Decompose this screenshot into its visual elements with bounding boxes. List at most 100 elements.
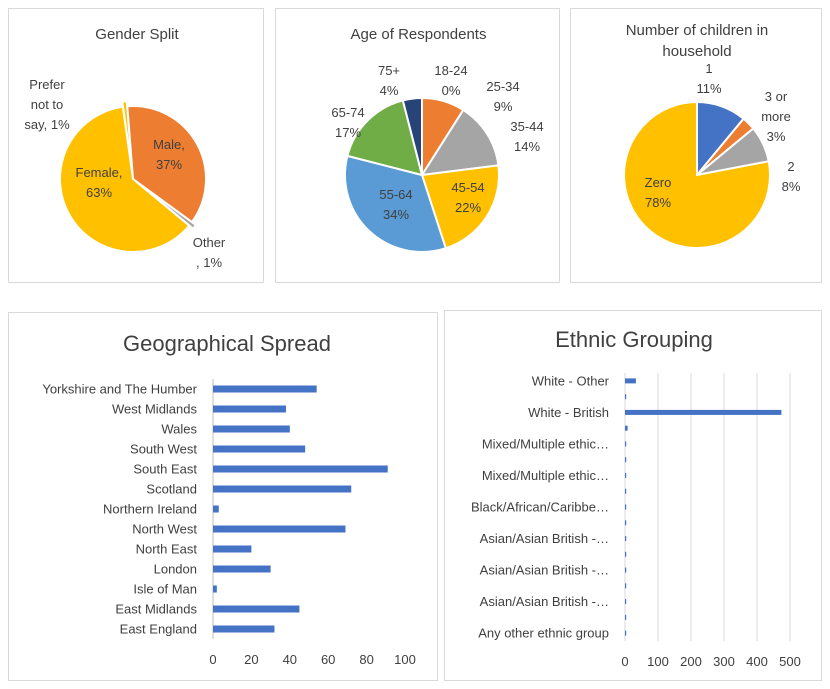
chart-title: Gender Split xyxy=(95,26,179,43)
pie-slice-zero xyxy=(623,100,771,249)
ethnic-panel: Ethnic Grouping White - Other White - Brit… xyxy=(444,310,822,681)
bar-row-2 xyxy=(625,409,782,415)
bar-row-13 xyxy=(625,583,627,589)
geo-chart: Geographical Spread Yorkshire and The Hum… xyxy=(42,331,416,667)
slice-label-65-74: 65-74 17% xyxy=(331,105,364,140)
bar-row-4 xyxy=(625,441,627,447)
bar-north-west xyxy=(213,525,346,533)
x-tick-200: 200 xyxy=(680,654,702,669)
pie-slice-55-64 xyxy=(344,154,448,253)
category-label-white-other-0: White - Other xyxy=(532,373,610,388)
bar-row-14 xyxy=(625,599,627,605)
geo-panel: Geographical Spread Yorkshire and The Hum… xyxy=(8,312,438,681)
bar-east-england xyxy=(213,625,275,633)
category-label-south-west: South West xyxy=(130,442,197,457)
x-tick-100: 100 xyxy=(394,652,416,667)
x-tick-0: 0 xyxy=(621,654,628,669)
slice-label-45-54: 45-54 22% xyxy=(451,180,484,215)
x-tick-100: 100 xyxy=(647,654,669,669)
bar-row-3 xyxy=(625,425,628,431)
slice-label-18-24: 18-24 0% xyxy=(434,63,467,98)
bar-south-west xyxy=(213,445,306,453)
x-tick-60: 60 xyxy=(321,652,335,667)
pie-slice-45-54 xyxy=(420,164,500,250)
bar-row-8 xyxy=(625,504,627,510)
bar-row-6 xyxy=(625,472,627,478)
children-panel: Number of children in household 1 11% 3 or mo… xyxy=(570,8,822,283)
category-label-black-african-caribbe-8: Black/African/Caribbe… xyxy=(471,500,609,515)
category-label-yorkshire-and-the-humber: Yorkshire and The Humber xyxy=(42,382,197,397)
category-label-scotland: Scotland xyxy=(146,482,197,497)
bar-london xyxy=(213,565,271,573)
bar-east-midlands xyxy=(213,605,300,613)
gender-split-chart: Gender Split Prefer not to say, 1% Male, 37% O… xyxy=(24,26,226,270)
bar-isle-of-man xyxy=(213,585,217,593)
category-label-mixed-multiple-ethic-6: Mixed/Multiple ethic… xyxy=(482,468,609,483)
category-label-white-british-2: White - British xyxy=(528,405,609,420)
category-label-northern-ireland: Northern Ireland xyxy=(103,502,197,517)
chart-title-line-2: household xyxy=(662,43,731,60)
slice-label-zero: Zero 78% xyxy=(645,175,672,210)
category-label-north-east: North East xyxy=(136,542,198,557)
chart-title: Geographical Spread xyxy=(123,331,331,356)
bar-row-10 xyxy=(625,536,627,542)
bar-northern-ireland xyxy=(213,505,219,513)
bar-row-7 xyxy=(625,488,627,494)
category-label-isle-of-man: Isle of Man xyxy=(133,582,197,597)
chart-title: Age of Respondents xyxy=(351,26,487,43)
x-tick-0: 0 xyxy=(209,652,216,667)
category-label-asian-asian-british-12: Asian/Asian British -… xyxy=(480,563,609,578)
age-panel: Age of Respondents 18-24 0% 25-34 9% 35-44 14%… xyxy=(275,8,560,283)
chart-title: Ethnic Grouping xyxy=(555,327,713,352)
category-label-west-midlands: West Midlands xyxy=(112,402,198,417)
category-label-asian-asian-british-14: Asian/Asian British -… xyxy=(480,594,609,609)
category-label-south-east: South East xyxy=(133,462,197,477)
bar-row-16 xyxy=(625,630,627,636)
gender-split-panel: Gender Split Prefer not to say, 1% Male, 37% O… xyxy=(8,8,264,283)
category-label-east-midlands: East Midlands xyxy=(115,602,197,617)
slice-label-female: Female, 63% xyxy=(76,165,123,200)
slice-label-other: Other, 1% xyxy=(193,235,226,270)
bar-row-9 xyxy=(625,520,627,526)
x-tick-400: 400 xyxy=(746,654,768,669)
bar-south-east xyxy=(213,465,388,473)
category-label-wales: Wales xyxy=(161,422,197,437)
category-label-any-other-ethnic-group-16: Any other ethnic group xyxy=(478,626,609,641)
x-tick-500: 500 xyxy=(779,654,801,669)
slice-label-prefer-not-to-say: Prefer not to say, 1% xyxy=(24,77,70,132)
slice-label-1: 1 11% xyxy=(696,61,721,96)
x-tick-80: 80 xyxy=(359,652,373,667)
slice-label-35-44: 35-44 14% xyxy=(510,119,543,154)
slice-label-3-or-more: 3 or more 3% xyxy=(761,89,791,144)
pie-slice-75 xyxy=(401,96,423,176)
slice-label-2: 2 8% xyxy=(782,159,801,194)
bar-row-5 xyxy=(625,457,627,463)
pie-slice-male xyxy=(126,105,207,224)
category-label-london: London xyxy=(154,562,197,577)
bar-row-12 xyxy=(625,567,627,573)
category-label-north-west: North West xyxy=(132,522,197,537)
bar-scotland xyxy=(213,485,352,493)
chart-title-line-1: Number of children in xyxy=(626,22,769,39)
category-label-east-england: East England xyxy=(120,622,197,637)
category-label-mixed-multiple-ethic-4: Mixed/Multiple ethic… xyxy=(482,436,609,451)
pie-slice-35-44 xyxy=(420,108,500,177)
slice-label-75: 75+ 4% xyxy=(378,63,400,98)
bar-north-east xyxy=(213,545,252,553)
slice-label-55-64: 55-64 34% xyxy=(379,187,412,222)
bar-wales xyxy=(213,425,290,433)
ethnic-chart: Ethnic Grouping White - Other White - Brit… xyxy=(471,327,801,669)
bar-row-11 xyxy=(625,551,627,557)
pie-slice-female xyxy=(59,105,191,253)
x-tick-300: 300 xyxy=(713,654,735,669)
bar-west-midlands xyxy=(213,405,286,413)
bar-row-15 xyxy=(625,614,627,620)
slice-label-25-34: 25-34 9% xyxy=(486,79,519,114)
bar-row-0 xyxy=(625,378,636,384)
bar-row-1 xyxy=(625,394,627,400)
slice-label-male: Male, 37% xyxy=(153,137,185,172)
age-chart: Age of Respondents 18-24 0% 25-34 9% 35-44 14%… xyxy=(331,26,544,253)
category-label-asian-asian-british-10: Asian/Asian British -… xyxy=(480,531,609,546)
x-tick-20: 20 xyxy=(244,652,258,667)
